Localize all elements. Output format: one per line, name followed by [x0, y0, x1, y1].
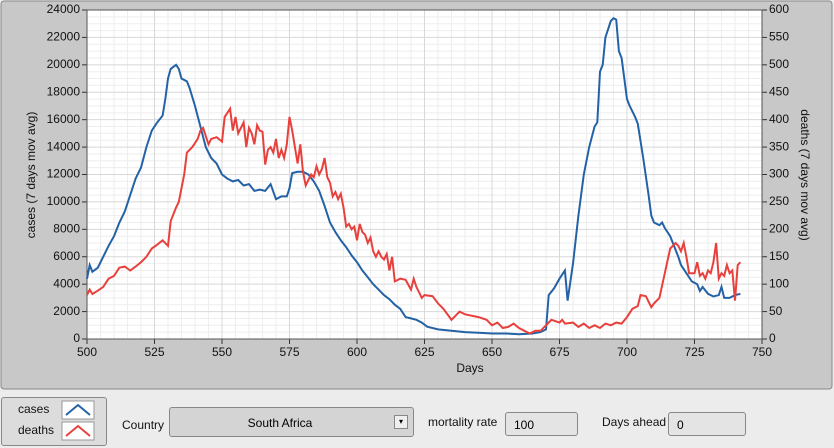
x-tick-label: 675	[549, 345, 569, 359]
legend-swatch	[65, 403, 91, 416]
y-tick-label: 22000	[47, 30, 81, 44]
days-ahead-input[interactable]: 0	[668, 412, 746, 436]
y-tick-label: 24000	[47, 2, 81, 16]
y-tick-label: 20000	[47, 57, 81, 71]
y-tick-label: 10000	[47, 194, 81, 208]
x-tick-label: 625	[414, 345, 434, 359]
legend-label: cases	[18, 402, 49, 416]
legend: cases deaths	[1, 397, 107, 446]
legend-swatch	[65, 424, 91, 437]
y-tick-label: 4000	[53, 276, 80, 290]
mortality-value: 100	[514, 418, 535, 432]
y2-tick-label: 550	[769, 30, 789, 44]
plot-frame	[86, 9, 763, 340]
country-dropdown[interactable]: South Africa ▾	[169, 407, 414, 437]
x-tick-label: 750	[752, 345, 772, 359]
mortality-input[interactable]: 100	[505, 412, 578, 436]
country-label: Country	[122, 418, 165, 432]
x-tick-label: 650	[482, 345, 502, 359]
country-value: South Africa	[247, 416, 313, 430]
dropdown-arrow[interactable]: ▾	[394, 415, 408, 429]
y-tick-label: 18000	[47, 84, 81, 98]
mortality-label: mortality rate	[428, 415, 498, 429]
y2-tick-label: 150	[769, 249, 789, 263]
days-ahead-value: 0	[677, 418, 684, 432]
legend-swatch-box	[61, 421, 95, 441]
y2-tick-label: 50	[769, 304, 783, 318]
x-tick-label: 500	[77, 345, 97, 359]
y2-tick-label: 0	[769, 331, 776, 345]
legend-label: deaths	[18, 423, 54, 437]
y2-tick-label: 600	[769, 2, 789, 16]
x-tick-label: 700	[617, 345, 637, 359]
x-tick-label: 525	[144, 345, 164, 359]
chart: Days cases (7 days mov avg) deaths (7 da…	[0, 0, 833, 390]
y-tick-label: 14000	[47, 139, 81, 153]
y2-tick-label: 400	[769, 112, 789, 126]
series-line	[86, 105, 742, 335]
y-tick-label: 12000	[47, 167, 81, 181]
x-tick-label: 725	[684, 345, 704, 359]
y-tick-label: 2000	[53, 304, 80, 318]
y-tick-label: 6000	[53, 249, 80, 263]
x-axis-label: Days	[456, 361, 483, 375]
legend-swatch-box	[61, 400, 95, 420]
legend-svg: cases deaths	[18, 400, 95, 441]
y-tick-label: 16000	[47, 112, 81, 126]
grid	[86, 9, 763, 340]
y-tick-label: 0	[73, 331, 80, 345]
y2-tick-label: 100	[769, 276, 789, 290]
days-ahead-label: Days ahead	[602, 415, 667, 429]
y2-tick-label: 450	[769, 84, 789, 98]
y2-tick-label: 350	[769, 139, 789, 153]
y2-tick-label: 250	[769, 194, 789, 208]
y2-tick-label: 300	[769, 167, 789, 181]
y2-tick-label: 500	[769, 57, 789, 71]
series-line	[86, 16, 741, 336]
x-tick-label: 575	[279, 345, 299, 359]
y2-axis-label: deaths (7 days mov avg)	[798, 109, 812, 240]
y-tick-label: 8000	[53, 222, 80, 236]
x-tick-label: 550	[212, 345, 232, 359]
x-tick-label: 600	[347, 345, 367, 359]
y2-tick-label: 200	[769, 222, 789, 236]
y-axis-label: cases (7 days mov avg)	[24, 112, 38, 239]
